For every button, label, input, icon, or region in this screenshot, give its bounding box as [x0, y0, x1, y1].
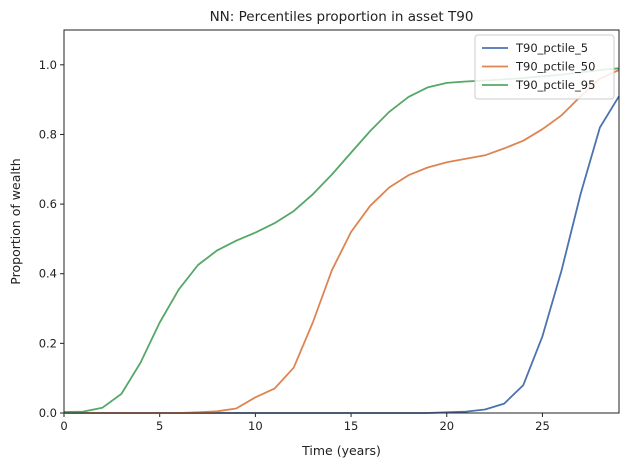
x-tick-label: 25 [535, 419, 550, 433]
x-axis-ticks: 0 5 10 15 20 25 [60, 413, 550, 433]
legend-label: T90_pctile_95 [515, 78, 595, 92]
legend: T90_pctile_5 T90_pctile_50 T90_pctile_95 [474, 34, 615, 100]
chart-title: NN: Percentiles proportion in asset T90 [210, 9, 474, 25]
x-tick-label: 15 [344, 419, 359, 433]
x-tick-label: 0 [60, 419, 67, 433]
y-axis-ticks: 0.0 0.2 0.4 0.6 0.8 1.0 [39, 58, 64, 420]
legend-box [474, 34, 615, 100]
y-tick-label: 1.0 [39, 58, 57, 72]
x-axis-label: Time (years) [301, 443, 381, 458]
y-tick-label: 0.8 [39, 127, 57, 141]
plot-frame [63, 29, 620, 414]
y-axis-label: Proportion of wealth [8, 158, 23, 284]
y-tick-label: 0.2 [39, 336, 57, 350]
x-tick-label: 10 [248, 419, 263, 433]
y-tick-label: 0.0 [39, 406, 57, 420]
y-tick-label: 0.4 [39, 267, 57, 281]
legend-label: T90_pctile_50 [515, 60, 595, 74]
x-tick-label: 5 [156, 419, 163, 433]
legend-label: T90_pctile_5 [515, 41, 588, 55]
y-tick-label: 0.6 [39, 197, 57, 211]
x-tick-label: 20 [439, 419, 454, 433]
